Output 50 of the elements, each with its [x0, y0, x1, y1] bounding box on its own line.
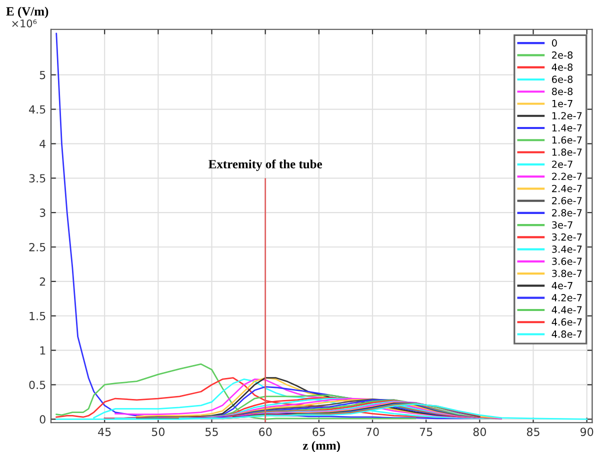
y-tick-label: 0: [40, 415, 46, 424]
legend-label: 3.6e-7: [552, 258, 582, 265]
legend-label: 2.6e-7: [552, 196, 582, 204]
legend-label: 4e-7: [552, 282, 572, 290]
y-tick-label: 2: [40, 277, 46, 286]
x-tick-label: 90: [580, 428, 594, 436]
y-tick-label: 3: [40, 208, 46, 217]
text: ×10⁶: [12, 19, 37, 28]
legend-label: 1.6e-7: [552, 136, 582, 144]
legend-label: 4e-8: [552, 64, 573, 71]
x-tick-label: 85: [526, 428, 540, 436]
x-axis-title: z (mm): [302, 441, 340, 452]
legend-label: 4.4e-7: [552, 306, 582, 314]
y-axis-title: E (V/m): [6, 6, 48, 18]
y-tick-label: 0.5: [29, 380, 46, 390]
legend-label: 3.4e-7: [552, 246, 582, 253]
legend-label: 8e-8: [552, 88, 573, 96]
legend-label: 6e-8: [552, 76, 573, 84]
legend-label: 1.8e-7: [552, 148, 582, 156]
legend-label: 2e-7: [552, 160, 572, 168]
legend-label: 2.4e-7: [552, 184, 582, 192]
legend-label: 3.2e-7: [552, 233, 582, 241]
x-tick-label: 80: [473, 428, 486, 436]
y-tick-label: 3.5: [29, 174, 46, 183]
y-tick-label: 4.5: [29, 105, 46, 114]
x-tick-label: 75: [420, 428, 432, 436]
y-tick-label: 1.5: [30, 312, 46, 320]
legend-label: 1.2e-7: [552, 112, 582, 120]
y-tick-label: 2.5: [29, 242, 46, 252]
x-tick-label: 60: [259, 428, 272, 436]
legend-label: 4.6e-7: [552, 318, 582, 326]
y-tick-label: 1: [40, 346, 46, 355]
y-tick-label: 4: [40, 140, 46, 148]
x-tick-label: 45: [98, 428, 111, 436]
x-tick-label: 65: [312, 428, 326, 436]
legend-label: 4.8e-7: [552, 330, 582, 338]
ref-line-label: Extremity of the tube: [208, 159, 322, 171]
legend-label: 2e-8: [552, 51, 573, 59]
legend-label: 1.4e-7: [552, 124, 582, 132]
legend-label: 4.2e-7: [552, 294, 582, 302]
y-tick-label: 5: [40, 70, 46, 80]
legend-label: 2.2e-7: [552, 172, 582, 180]
legend-label: 3.8e-7: [552, 270, 582, 278]
x-tick-label: 70: [366, 428, 379, 436]
legend-label: 0: [552, 39, 557, 47]
legend-label: 3e-7: [552, 221, 572, 229]
legend-label: 2.8e-7: [552, 209, 582, 216]
x-tick-label: 55: [206, 428, 218, 436]
legend-label: 1e-7: [552, 100, 572, 108]
x-tick-label: 50: [152, 428, 164, 436]
